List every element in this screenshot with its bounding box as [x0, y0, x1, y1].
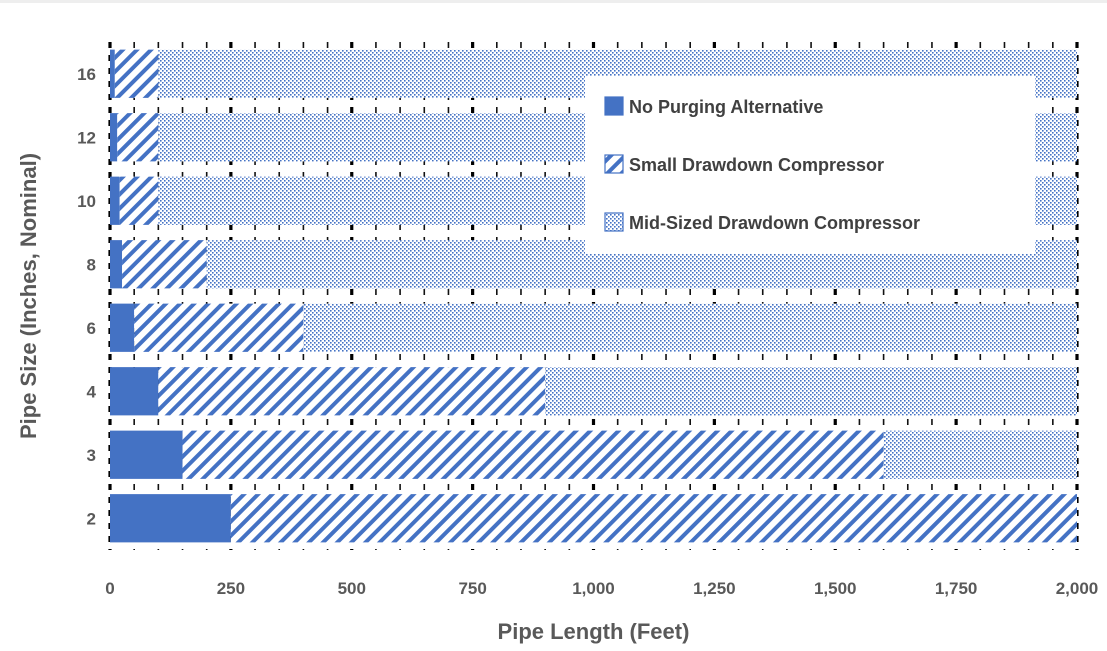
x-tick-label: 500: [338, 579, 366, 598]
bar-6-series-1: [110, 303, 135, 352]
y-tick-label: 3: [87, 446, 96, 465]
bar-3-series-2: [182, 430, 884, 479]
legend-swatch-1: [604, 96, 624, 116]
bar-4-series-2: [158, 367, 546, 416]
axis-labels: 2 3 4 6 8 10 12 16 0 250 500 750 1,000 1,250 1,500 1,75…: [16, 65, 1098, 644]
x-tick-label: 1,250: [693, 579, 736, 598]
x-tick-label: 1,750: [935, 579, 978, 598]
y-tick-label: 10: [77, 192, 96, 211]
x-tick-label: 0: [105, 579, 114, 598]
x-tick-label: 1,500: [814, 579, 857, 598]
x-tick-label: 750: [458, 579, 486, 598]
y-tick-label: 4: [87, 382, 97, 401]
legend-label-3: Mid-Sized Drawdown Compressor: [629, 213, 920, 233]
y-tick-label: 16: [77, 65, 96, 84]
bar-12-series-2: [117, 113, 159, 162]
legend-box: [585, 76, 1035, 254]
legend-label-1: No Purging Alternative: [629, 97, 823, 117]
bar-2-series-2: [230, 494, 1077, 543]
bar-12-series-1: [110, 113, 118, 162]
top-border: [0, 0, 1107, 3]
y-axis-title: Pipe Size (Inches, Nominal): [16, 153, 41, 439]
bar-16-series-2: [114, 49, 159, 98]
x-tick-label: 250: [217, 579, 245, 598]
legend-swatch-3: [604, 212, 624, 232]
x-tick-label: 2,000: [1056, 579, 1099, 598]
bar-6-series-3: [303, 303, 1077, 352]
bar-10-series-1: [110, 176, 120, 225]
bar-16-series-1: [110, 49, 115, 98]
bar-4-series-1: [110, 367, 159, 416]
bar-3-series-3: [883, 430, 1077, 479]
bar-10-series-2: [119, 176, 159, 225]
y-tick-label: 8: [87, 255, 96, 274]
legend-swatch-2: [604, 154, 624, 174]
y-tick-label: 6: [87, 319, 96, 338]
bar-4-series-3: [545, 367, 1077, 416]
legend-label-2: Small Drawdown Compressor: [629, 155, 884, 175]
x-tick-label: 1,000: [572, 579, 615, 598]
y-tick-label: 2: [87, 509, 96, 528]
y-tick-label: 12: [77, 128, 96, 147]
bar-8-series-1: [110, 240, 123, 289]
bar-6-series-2: [134, 303, 304, 352]
x-axis-title: Pipe Length (Feet): [498, 619, 690, 644]
bar-3-series-1: [110, 430, 183, 479]
bar-8-series-2: [122, 240, 207, 289]
legend: No Purging Alternative Small Drawdown Com…: [585, 76, 1035, 254]
bar-2-series-1: [110, 494, 231, 543]
